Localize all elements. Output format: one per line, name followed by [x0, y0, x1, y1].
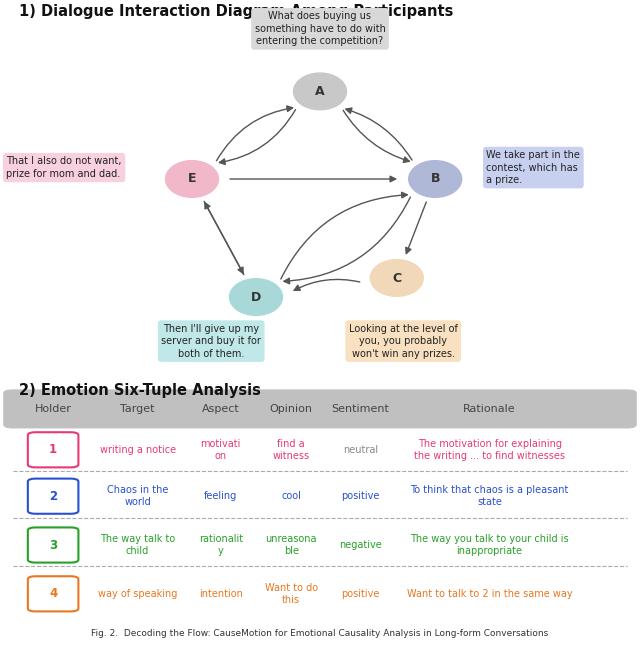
Text: Holder: Holder	[35, 404, 72, 414]
Text: A: A	[315, 85, 325, 98]
Text: positive: positive	[341, 492, 380, 501]
Ellipse shape	[293, 72, 347, 111]
Text: positive: positive	[341, 589, 380, 599]
Text: Then I'll give up my
server and buy it for
both of them.: Then I'll give up my server and buy it f…	[161, 324, 261, 359]
Text: To think that chaos is a pleasant
state: To think that chaos is a pleasant state	[410, 486, 569, 507]
Text: 3: 3	[49, 538, 57, 551]
Text: 2) Emotion Six-Tuple Analysis: 2) Emotion Six-Tuple Analysis	[19, 383, 261, 398]
Text: writing a notice: writing a notice	[100, 445, 175, 455]
Text: E: E	[188, 173, 196, 186]
Text: way of speaking: way of speaking	[98, 589, 177, 599]
Text: C: C	[392, 271, 401, 284]
Text: negative: negative	[339, 540, 381, 550]
Ellipse shape	[229, 278, 283, 316]
Text: neutral: neutral	[343, 445, 378, 455]
Text: 1: 1	[49, 443, 57, 456]
Text: We take part in the
contest, which has
a prize.: We take part in the contest, which has a…	[486, 150, 580, 185]
Ellipse shape	[408, 160, 463, 198]
Text: cool: cool	[281, 492, 301, 501]
Text: Want to talk to 2 in the same way: Want to talk to 2 in the same way	[407, 589, 572, 599]
Text: 2: 2	[49, 490, 57, 503]
Text: The way you talk to your child is
inappropriate: The way you talk to your child is inappr…	[410, 534, 569, 556]
Ellipse shape	[165, 160, 219, 198]
Text: Rationale: Rationale	[463, 404, 516, 414]
Text: Opinion: Opinion	[269, 404, 313, 414]
Text: 1) Dialogue Interaction Diagram Among Participants: 1) Dialogue Interaction Diagram Among Pa…	[19, 4, 454, 19]
Text: find a
witness: find a witness	[273, 439, 310, 461]
Text: The motivation for explaining
the writing ... to find witnesses: The motivation for explaining the writin…	[414, 439, 565, 461]
Ellipse shape	[370, 259, 424, 297]
Text: Chaos in the
world: Chaos in the world	[107, 486, 168, 507]
Text: D: D	[251, 290, 261, 303]
Text: motivati
on: motivati on	[200, 439, 241, 461]
FancyBboxPatch shape	[28, 432, 79, 467]
Text: The way talk to
child: The way talk to child	[100, 534, 175, 556]
Text: intention: intention	[199, 589, 243, 599]
FancyBboxPatch shape	[28, 478, 79, 514]
Text: rationalit
y: rationalit y	[199, 534, 243, 556]
Text: Sentiment: Sentiment	[332, 404, 389, 414]
Text: Looking at the level of
you, you probably
won't win any prizes.: Looking at the level of you, you probabl…	[349, 324, 458, 359]
Text: Aspect: Aspect	[202, 404, 239, 414]
FancyBboxPatch shape	[3, 389, 637, 428]
FancyBboxPatch shape	[28, 576, 79, 611]
Text: unreasona
ble: unreasona ble	[266, 534, 317, 556]
FancyBboxPatch shape	[28, 527, 79, 562]
Text: What does buying us
something have to do with
entering the competition?: What does buying us something have to do…	[255, 12, 385, 46]
Text: That I also do not want,
prize for mom and dad.: That I also do not want, prize for mom a…	[6, 156, 122, 179]
Text: feeling: feeling	[204, 492, 237, 501]
Text: B: B	[431, 173, 440, 186]
Text: Want to do
this: Want to do this	[264, 583, 318, 605]
Text: Fig. 2.  Decoding the Flow: CauseMotion for Emotional Causality Analysis in Long: Fig. 2. Decoding the Flow: CauseMotion f…	[92, 629, 548, 638]
Text: Target: Target	[120, 404, 155, 414]
Text: 4: 4	[49, 587, 57, 600]
